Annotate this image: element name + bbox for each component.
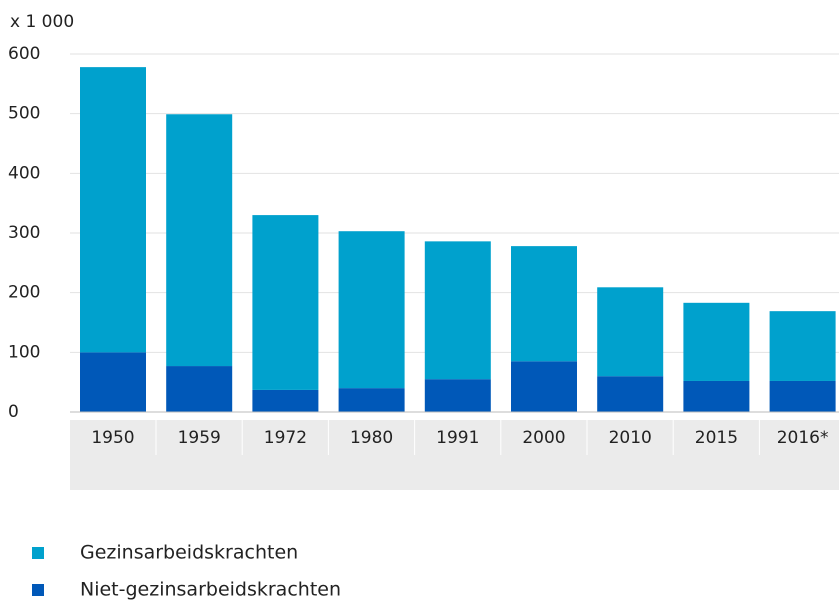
bar-segment xyxy=(769,311,836,381)
x-tick-label: 1972 xyxy=(264,428,307,448)
bar-segment xyxy=(166,114,233,367)
bar-segment xyxy=(769,380,836,412)
bar-segment xyxy=(424,241,491,380)
x-tick-label: 2010 xyxy=(609,428,652,448)
bar-segment xyxy=(338,388,405,412)
y-tick-label: 300 xyxy=(8,223,40,243)
bar-segment xyxy=(166,366,233,412)
bar-segment xyxy=(252,389,319,412)
x-tick-label: 1991 xyxy=(436,428,479,448)
y-unit-label: x 1 000 xyxy=(10,12,74,32)
legend-swatch xyxy=(32,547,44,559)
x-tick-label: 2015 xyxy=(695,428,738,448)
y-tick-label: 0 xyxy=(8,402,19,422)
x-tick-label: 1950 xyxy=(91,428,134,448)
y-tick-label: 500 xyxy=(8,104,40,124)
y-tick-label: 600 xyxy=(8,44,40,64)
x-tick-label: 2000 xyxy=(522,428,565,448)
bar-segment xyxy=(511,361,577,412)
bar-segment xyxy=(597,376,664,412)
bar-segment xyxy=(683,380,750,412)
legend-label: Gezinsarbeidskrachten xyxy=(80,542,298,564)
bar-segment xyxy=(80,67,146,353)
x-axis-band xyxy=(70,420,839,490)
bar-segment xyxy=(424,379,491,412)
x-tick-label: 2016* xyxy=(777,428,829,448)
bar-segment xyxy=(511,246,577,362)
y-tick-label: 400 xyxy=(8,163,40,183)
y-tick-label: 100 xyxy=(8,342,40,362)
bar-segment xyxy=(252,215,319,390)
legend-swatch xyxy=(32,584,44,596)
legend-label: Niet-gezinsarbeidskrachten xyxy=(80,579,341,601)
x-tick-label: 1959 xyxy=(178,428,221,448)
x-tick-label: 1980 xyxy=(350,428,393,448)
bar-segment xyxy=(80,352,146,412)
bar-segment xyxy=(597,287,664,377)
bar-segment xyxy=(338,231,405,389)
y-tick-label: 200 xyxy=(8,283,40,303)
bar-segment xyxy=(683,302,750,381)
